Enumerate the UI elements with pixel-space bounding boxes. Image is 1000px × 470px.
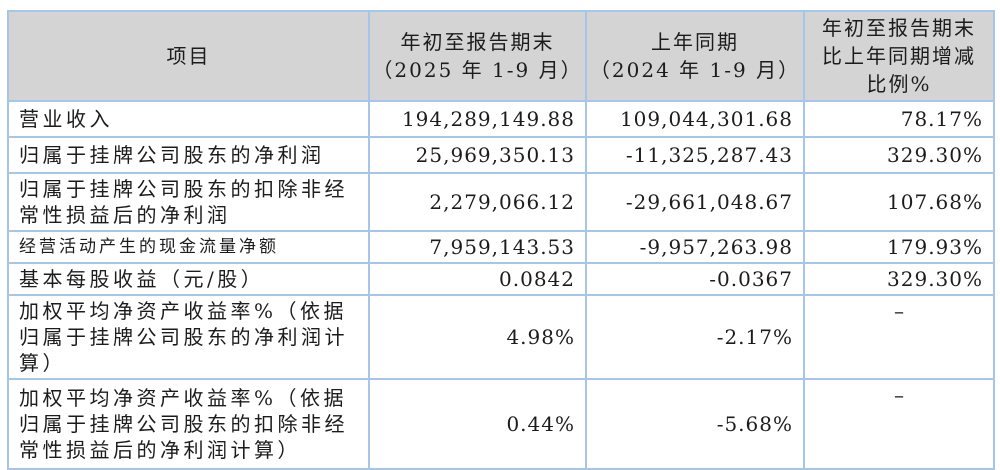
header-change-ratio-column: 年初至报告期末 比上年同期增减 比例% <box>803 10 995 102</box>
header-line: （2025 年 1-9 月） <box>372 58 583 82</box>
change-ratio-value-cell: 78.17% <box>803 100 995 138</box>
table-header-row: 项目 年初至报告期末 （2025 年 1-9 月） 上年同期 （2024 年 1… <box>7 10 995 102</box>
prior-period-value-cell: -0.0367 <box>585 262 805 296</box>
table-row-weighted-roe-deducted: 加权平均净资产收益率%（依据归属于挂牌公司股东的扣除非经常性损益后的净利润计算）… <box>7 378 995 470</box>
financial-report-page: 项目 年初至报告期末 （2025 年 1-9 月） 上年同期 （2024 年 1… <box>7 10 995 470</box>
header-line: 比例% <box>866 72 932 96</box>
item-label-cell: 基本每股收益（元/股） <box>7 262 370 296</box>
current-period-value-cell: 194,289,149.88 <box>368 100 587 138</box>
item-label-cell: 营业收入 <box>7 100 370 138</box>
table-row-net-profit-deducted: 归属于挂牌公司股东的扣除非经常性损益后的净利润 2,279,066.12 -29… <box>7 172 995 232</box>
header-line: 项目 <box>166 44 211 68</box>
change-ratio-value-cell: 329.30% <box>803 262 995 296</box>
change-ratio-value-cell: 329.30% <box>803 136 995 174</box>
header-line: 比上年同期增减 <box>822 44 976 68</box>
table-row-weighted-roe: 加权平均净资产收益率%（依据归属于挂牌公司股东的净利润计算） 4.98% -2.… <box>7 294 995 380</box>
header-item-column: 项目 <box>7 10 370 102</box>
item-label-cell: 归属于挂牌公司股东的扣除非经常性损益后的净利润 <box>7 172 370 232</box>
header-prior-period-column: 上年同期 （2024 年 1-9 月） <box>585 10 805 102</box>
change-ratio-value-cell: 107.68% <box>803 172 995 232</box>
current-period-value-cell: 2,279,066.12 <box>368 172 587 232</box>
item-label-cell: 加权平均净资产收益率%（依据归属于挂牌公司股东的净利润计算） <box>7 294 370 380</box>
header-line: 上年同期 <box>651 30 739 54</box>
table-row-revenue: 营业收入 194,289,149.88 109,044,301.68 78.17… <box>7 100 995 138</box>
prior-period-value-cell: -29,661,048.67 <box>585 172 805 232</box>
prior-period-value-cell: -2.17% <box>585 294 805 380</box>
change-ratio-value-cell: – <box>803 294 995 380</box>
table-row-operating-cash-flow: 经营活动产生的现金流量净额 7,959,143.53 -9,957,263.98… <box>7 230 995 264</box>
item-label-cell: 经营活动产生的现金流量净额 <box>7 230 370 264</box>
current-period-value-cell: 4.98% <box>368 294 587 380</box>
current-period-value-cell: 7,959,143.53 <box>368 230 587 264</box>
header-line: 年初至报告期末 <box>400 30 555 54</box>
header-line: （2024 年 1-9 月） <box>589 58 801 82</box>
current-period-value-cell: 25,969,350.13 <box>368 136 587 174</box>
header-current-period-column: 年初至报告期末 （2025 年 1-9 月） <box>368 10 587 102</box>
change-ratio-value-cell: – <box>803 378 995 470</box>
current-period-value-cell: 0.0842 <box>368 262 587 296</box>
item-label-cell: 归属于挂牌公司股东的净利润 <box>7 136 370 174</box>
prior-period-value-cell: -9,957,263.98 <box>585 230 805 264</box>
table-row-basic-eps: 基本每股收益（元/股） 0.0842 -0.0367 329.30% <box>7 262 995 296</box>
prior-period-value-cell: -11,325,287.43 <box>585 136 805 174</box>
current-period-value-cell: 0.44% <box>368 378 587 470</box>
change-ratio-value-cell: 179.93% <box>803 230 995 264</box>
header-line: 年初至报告期末 <box>822 16 976 40</box>
table-row-net-profit: 归属于挂牌公司股东的净利润 25,969,350.13 -11,325,287.… <box>7 136 995 174</box>
item-label-cell: 加权平均净资产收益率%（依据归属于挂牌公司股东的扣除非经常性损益后的净利润计算） <box>7 378 370 470</box>
prior-period-value-cell: -5.68% <box>585 378 805 470</box>
financial-summary-table: 项目 年初至报告期末 （2025 年 1-9 月） 上年同期 （2024 年 1… <box>7 10 995 470</box>
prior-period-value-cell: 109,044,301.68 <box>585 100 805 138</box>
